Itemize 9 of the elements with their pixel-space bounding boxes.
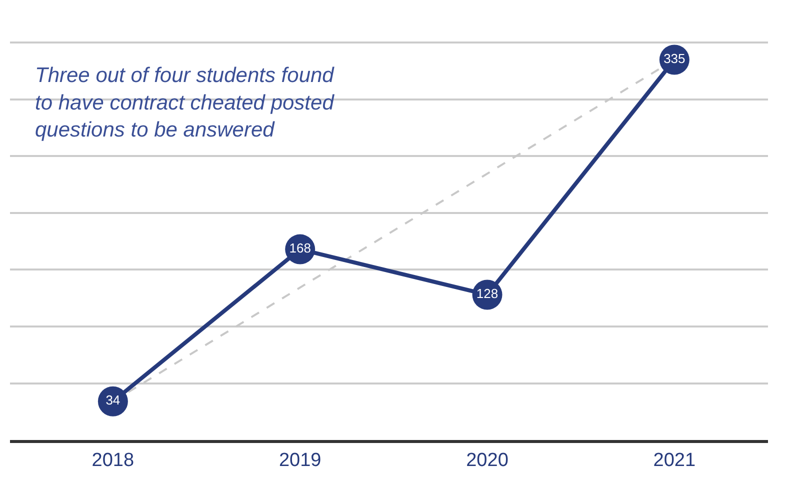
- x-tick-label: 2021: [653, 450, 696, 471]
- data-label: 34: [106, 392, 120, 408]
- data-label: 128: [476, 286, 498, 301]
- x-tick-label: 2020: [466, 450, 508, 471]
- data-label: 168: [289, 240, 311, 256]
- annotation: Three out of four students found to have contract cheated posted questions to be answered: [35, 64, 336, 142]
- x-tick-label: 2019: [278, 450, 322, 471]
- data-label: 335: [664, 51, 686, 66]
- x-tick-label: 2018: [92, 450, 134, 471]
